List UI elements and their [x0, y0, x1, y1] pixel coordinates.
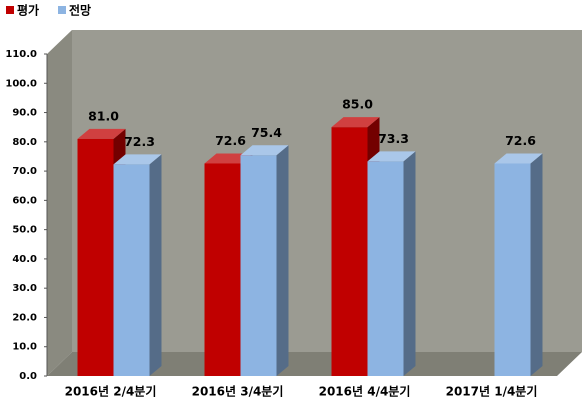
bar-side — [403, 151, 416, 376]
value-label: 81.0 — [88, 108, 119, 123]
legend-swatch — [6, 6, 14, 14]
y-tick-label: 100.0 — [5, 78, 37, 89]
bar — [331, 127, 368, 376]
y-tick-label: 60.0 — [12, 195, 37, 206]
y-tick-label: 0.0 — [19, 371, 37, 382]
y-tick-label: 10.0 — [12, 342, 37, 353]
value-label: 72.3 — [124, 134, 155, 149]
y-tick-label: 40.0 — [12, 254, 37, 265]
x-tick-label: 2017년 1/4분기 — [446, 384, 538, 399]
bar-side — [530, 153, 543, 376]
x-tick-label: 2016년 2/4분기 — [65, 384, 157, 399]
x-tick-label: 2016년 3/4분기 — [192, 384, 284, 399]
floor — [47, 352, 582, 376]
back-wall — [72, 30, 582, 352]
bar-top — [331, 117, 380, 128]
value-label: 72.6 — [215, 133, 246, 148]
bar-top — [77, 128, 126, 139]
legend-label: 평가 — [17, 3, 39, 18]
bar-top — [240, 145, 289, 156]
y-tick-label: 80.0 — [12, 137, 37, 148]
legend-swatch — [58, 6, 66, 14]
y-tick-label: 20.0 — [12, 312, 37, 323]
y-tick-label: 90.0 — [12, 108, 37, 119]
value-label: 85.0 — [342, 97, 373, 112]
bar-top — [367, 151, 416, 162]
side-wall — [47, 30, 72, 376]
bar-side — [149, 154, 162, 376]
bar-top — [113, 154, 162, 165]
y-tick-label: 70.0 — [12, 166, 37, 177]
bar — [113, 164, 150, 376]
y-tick-label: 110.0 — [5, 49, 37, 60]
bar-side — [276, 145, 289, 376]
y-tick-label: 50.0 — [12, 225, 37, 236]
value-label: 73.3 — [378, 131, 409, 146]
bar — [367, 161, 404, 376]
legend-label: 전망 — [69, 3, 91, 18]
bar-top — [494, 153, 543, 164]
bar — [77, 138, 114, 376]
y-tick-label: 30.0 — [12, 283, 37, 294]
value-label: 75.4 — [251, 125, 282, 140]
bar — [494, 163, 531, 376]
value-label: 72.6 — [505, 133, 536, 148]
bar — [240, 155, 277, 376]
bar — [204, 163, 241, 376]
x-tick-label: 2016년 4/4분기 — [319, 384, 411, 399]
